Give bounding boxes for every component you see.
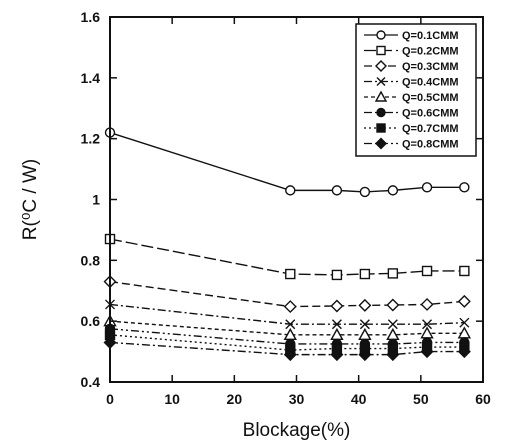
- series-8: [103, 335, 471, 362]
- legend-label: Q=0.4CMM: [402, 77, 459, 89]
- data-point: [420, 345, 434, 359]
- y-tick-label: 0.4: [81, 374, 101, 390]
- series-4: [105, 299, 470, 330]
- y-axis-label: R(⁰C / W): [20, 159, 41, 240]
- y-tick-label: 1.2: [81, 131, 101, 147]
- x-axis-label: Blockage(%): [243, 420, 351, 441]
- data-point: [421, 182, 433, 193]
- data-point: [285, 268, 296, 280]
- data-point: [386, 298, 400, 312]
- legend-label: Q=0.3CMM: [402, 61, 459, 73]
- data-point: [420, 297, 434, 311]
- x-tick-label: 10: [164, 391, 180, 407]
- data-point: [420, 326, 434, 339]
- data-point: [359, 186, 371, 198]
- y-tick-label: 1: [92, 192, 100, 208]
- x-tick-label: 30: [289, 391, 305, 407]
- data-point: [386, 348, 400, 362]
- data-point: [330, 348, 344, 362]
- ticks-layer: 0 10 20 30 40 50 60 0.4 0.6 0.8 1 1.2 1.4 1.6: [81, 9, 491, 407]
- legend-entry: Q=0.2CMM: [364, 46, 459, 58]
- data-point: [459, 182, 470, 193]
- series-2: [104, 233, 470, 281]
- x-tick-label: 50: [413, 391, 429, 407]
- legend-entry: Q=0.1CMM: [364, 30, 459, 42]
- legend-marker: [375, 60, 387, 72]
- data-point: [387, 268, 399, 279]
- data-point: [387, 319, 398, 330]
- legend-marker: [376, 123, 386, 133]
- legend-marker: [376, 77, 386, 86]
- x-tick-label: 60: [475, 391, 491, 407]
- legend-label: Q=0.6CMM: [402, 108, 459, 120]
- series-line: [109, 280, 465, 308]
- data-point: [285, 185, 296, 196]
- legend-marker: [374, 90, 388, 102]
- y-tick-label: 1.6: [81, 9, 101, 25]
- data-point: [331, 185, 343, 196]
- data-point: [331, 319, 342, 330]
- legend-marker: [376, 45, 386, 56]
- legend-entry: Q=0.8CMM: [364, 137, 459, 151]
- legend-entry: Q=0.7CMM: [364, 123, 459, 135]
- legend-label: Q=0.1CMM: [402, 30, 459, 42]
- y-tick-label: 0.6: [81, 313, 101, 329]
- legend-marker: [375, 137, 387, 150]
- y-tick-label: 1.4: [81, 70, 101, 86]
- legend-label: Q=0.7CMM: [402, 123, 459, 135]
- legend-label: Q=0.2CMM: [402, 46, 459, 58]
- data-point: [358, 298, 372, 312]
- data-point: [283, 348, 297, 362]
- series-5: [103, 314, 472, 341]
- series-1: [104, 127, 470, 198]
- legend-entry: Q=0.3CMM: [364, 60, 459, 73]
- legend-marker: [376, 107, 386, 118]
- data-point: [285, 319, 296, 330]
- data-point: [358, 348, 372, 362]
- legend-entry: Q=0.5CMM: [364, 90, 459, 104]
- x-tick-label: 40: [351, 391, 367, 407]
- data-point: [459, 317, 470, 328]
- legend-entry: Q=0.6CMM: [364, 108, 459, 120]
- series-3: [103, 275, 471, 314]
- legend-label: Q=0.5CMM: [402, 92, 459, 104]
- y-tick-label: 0.8: [81, 252, 101, 268]
- data-point: [359, 319, 370, 330]
- legend-label: Q=0.8CMM: [402, 139, 459, 151]
- data-point: [459, 265, 470, 277]
- series-layer: [103, 127, 472, 362]
- legend-box: [355, 23, 477, 157]
- legend-marker: [376, 30, 386, 40]
- data-point: [422, 319, 433, 330]
- data-point: [283, 300, 297, 314]
- legend: Q=0.1CMM Q=0.2CMM Q=0.3CMM Q=0.4CMM Q=0.5CMM…: [355, 23, 477, 157]
- data-point: [457, 345, 471, 359]
- x-tick-label: 20: [227, 391, 243, 407]
- data-point: [359, 268, 371, 280]
- data-point: [387, 185, 399, 196]
- data-point: [457, 294, 471, 308]
- data-point: [331, 269, 343, 281]
- data-point: [330, 299, 344, 313]
- x-tick-label: 0: [106, 391, 114, 407]
- data-point: [421, 265, 433, 277]
- legend-entry: Q=0.4CMM: [364, 77, 459, 89]
